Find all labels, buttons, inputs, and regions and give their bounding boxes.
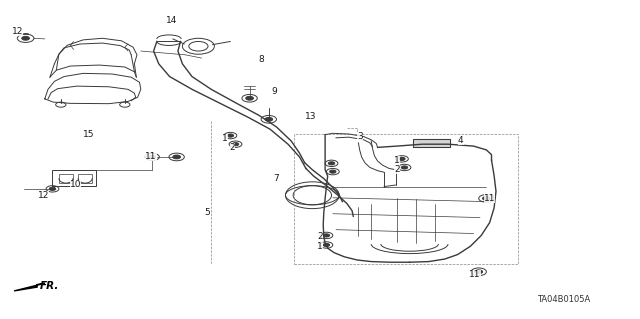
Text: 12: 12	[12, 27, 23, 36]
Bar	[413, 139, 450, 147]
Circle shape	[328, 162, 335, 165]
Text: 3: 3	[357, 132, 362, 141]
Circle shape	[173, 155, 180, 159]
Circle shape	[49, 187, 56, 190]
Text: 1: 1	[317, 242, 323, 251]
Text: 11: 11	[469, 271, 481, 279]
Circle shape	[246, 96, 253, 100]
Text: 14: 14	[166, 16, 177, 25]
Circle shape	[232, 143, 239, 146]
Text: 9: 9	[271, 87, 276, 96]
Circle shape	[330, 170, 336, 173]
Bar	[78, 174, 92, 183]
Text: 4: 4	[458, 137, 463, 145]
Text: 15: 15	[83, 130, 94, 139]
Text: 8: 8	[259, 56, 264, 64]
Circle shape	[265, 117, 273, 121]
Circle shape	[399, 157, 405, 160]
Text: 12: 12	[38, 191, 49, 200]
Circle shape	[323, 243, 330, 247]
Circle shape	[323, 234, 330, 237]
Bar	[294, 134, 518, 264]
Circle shape	[483, 197, 490, 200]
Text: 2: 2	[230, 143, 235, 152]
Text: 1: 1	[223, 134, 228, 143]
Circle shape	[475, 270, 483, 274]
Text: 7: 7	[274, 174, 279, 182]
Circle shape	[22, 36, 29, 40]
Bar	[59, 174, 73, 183]
Text: 11: 11	[145, 152, 157, 161]
Text: 13: 13	[305, 112, 316, 121]
Polygon shape	[14, 283, 45, 291]
Circle shape	[401, 166, 408, 169]
Bar	[413, 139, 450, 147]
Text: 10: 10	[70, 180, 81, 189]
Polygon shape	[413, 139, 450, 147]
Bar	[52, 170, 96, 186]
Text: 5: 5	[204, 208, 209, 217]
Text: 1: 1	[394, 156, 399, 165]
Circle shape	[149, 155, 156, 159]
Text: 2: 2	[317, 232, 323, 241]
Text: FR.: FR.	[40, 281, 59, 291]
Circle shape	[227, 134, 234, 137]
Text: 11: 11	[484, 194, 495, 203]
Text: 2: 2	[394, 165, 399, 174]
Text: TA04B0105A: TA04B0105A	[536, 295, 590, 304]
